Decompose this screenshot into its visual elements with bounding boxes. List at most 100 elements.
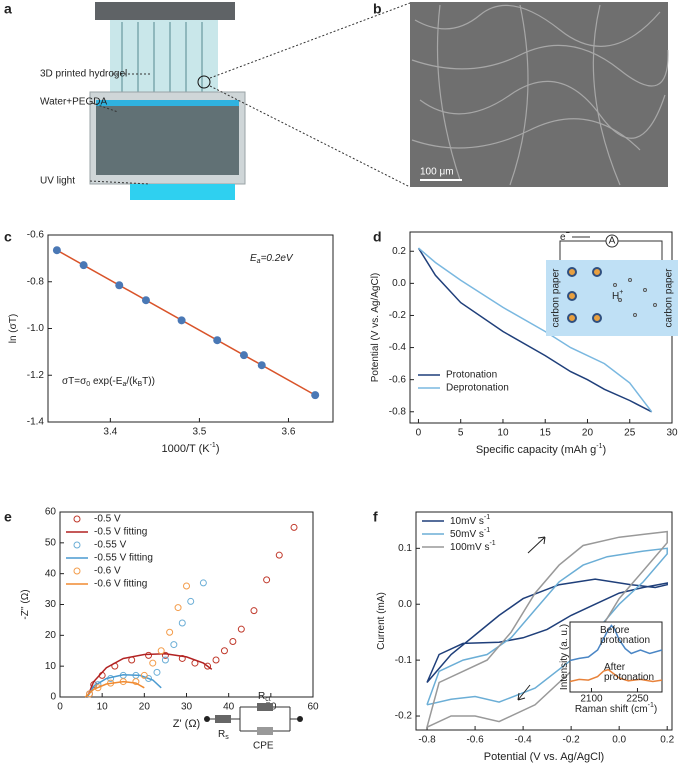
legend-label: -0.55 V fitting (94, 553, 153, 564)
annotation-part: exp(-E (90, 376, 123, 387)
point (141, 296, 150, 305)
y-tick-label: 10 (45, 661, 57, 672)
cpe (257, 727, 273, 735)
point (199, 579, 207, 587)
x-tick-label: -0.8 (418, 735, 436, 746)
annotation-sub: 0 (86, 381, 90, 388)
x-tick-label: 15 (540, 428, 552, 439)
x-axis-label-sup: -1 (596, 443, 602, 450)
point (178, 654, 186, 662)
legend-label: -0.5 V fitting (94, 527, 147, 538)
annotation: protonation (600, 635, 650, 646)
y-tick-label: 0.0 (398, 599, 412, 610)
point (275, 551, 283, 559)
y-tick-label: -0.6 (27, 230, 45, 241)
ammeter-label: A (609, 236, 616, 247)
x-axis-label-part: 1000/T (K (161, 443, 210, 455)
ammeter (605, 234, 619, 248)
series-line (56, 249, 316, 396)
label: 3D printed hydrogel (40, 69, 127, 80)
x-tick-label: -0.6 (466, 735, 484, 746)
x-axis-label: Potential (V vs. Ag/AgCl) (484, 751, 604, 763)
annotation: Ea=0.2eV (250, 253, 294, 266)
circuit-label-sub: s (225, 734, 229, 741)
proton (618, 298, 622, 302)
panel-label: e (4, 509, 12, 525)
x-tick-label: -0.4 (514, 735, 532, 746)
uv-light (130, 184, 235, 200)
point (161, 656, 169, 664)
y-tick-label: -0.4 (389, 342, 407, 353)
series-line (426, 530, 668, 728)
annotation-part: protonation (604, 672, 654, 683)
ion-site (567, 267, 577, 277)
x-axis-label-part: Z' (Ω) (173, 718, 200, 730)
y-tick-label: 0 (50, 692, 56, 703)
point (132, 678, 140, 686)
legend-label: -0.5 V (94, 514, 121, 525)
water (96, 105, 239, 175)
legend-swatch (73, 515, 81, 523)
x-tick-label: 10 (497, 428, 509, 439)
circuit-label: Rct (258, 691, 271, 704)
x-tick-label: 2100 (580, 694, 603, 705)
proton (653, 303, 657, 307)
terminal (204, 716, 210, 722)
panel-label: f (373, 509, 378, 525)
legend-swatch (73, 541, 81, 549)
ion-site (592, 313, 602, 323)
series-line (569, 668, 663, 683)
legend-label: -0.55 V (94, 540, 127, 551)
point (212, 656, 220, 664)
y-tick-label: -1.0 (27, 323, 45, 334)
x-tick-label: 2250 (626, 694, 649, 705)
point (229, 638, 237, 645)
scan-arrow (527, 536, 546, 554)
ion-site (592, 267, 602, 277)
label: UV light (40, 176, 75, 187)
x-axis-label-part: Specific capacity (mAh g (476, 444, 596, 456)
proton-label-sup: + (619, 289, 623, 296)
legend-label: 100mV s-1 (450, 540, 496, 552)
y-tick-label: -0.8 (27, 276, 45, 287)
circuit-label-sub: ct (265, 696, 271, 703)
point (220, 647, 228, 655)
circuit-label-part: R (258, 691, 265, 702)
top-plate (95, 2, 235, 20)
panel-d-inset (546, 234, 678, 336)
x-tick-label: 3.4 (103, 427, 117, 438)
y-axis-label-part: Current (mA) (376, 592, 387, 650)
legend-label-part: 100mV s (450, 542, 489, 553)
hydrogel-channels (121, 22, 203, 100)
x-tick-label: 3.6 (282, 427, 296, 438)
x-axis-label: Raman shift (cm-1) (575, 702, 657, 714)
y-axis-label: -Z'' (Ω) (20, 589, 31, 619)
proton (628, 278, 632, 282)
point (140, 671, 148, 679)
circuit-label: Rs (218, 729, 229, 742)
x-axis-label-sup: -1 (210, 442, 216, 449)
point (157, 647, 165, 655)
proton-label-part: H (612, 291, 619, 302)
x-tick-label: 5 (458, 428, 464, 439)
legend-label-sup: -1 (484, 527, 490, 534)
scale-label: 100 μm (420, 167, 454, 178)
y-tick-label: 60 (45, 507, 57, 518)
y-axis-label: Potential (V vs. Ag/AgCl) (370, 273, 381, 383)
sem-image (410, 2, 668, 187)
series-line (417, 247, 653, 413)
y-tick-label: -0.8 (389, 406, 407, 417)
y-axis-label-part: Potential (V vs. Ag/AgCl) (370, 273, 381, 383)
point (263, 576, 271, 584)
point (250, 607, 258, 615)
annotation-part: T)) (142, 376, 155, 387)
x-axis-label-part: Raman shift (cm (575, 704, 648, 715)
proton (613, 283, 617, 287)
y-axis-label-part: Intensity (a. u.) (559, 624, 570, 690)
scan-arrow (517, 684, 531, 701)
x-tick-label: 20 (582, 428, 594, 439)
surface (96, 100, 239, 106)
x-axis-label-part: ) (654, 704, 657, 715)
legend-label: -0.6 V fitting (94, 579, 147, 590)
y-tick-label: 30 (45, 599, 57, 610)
